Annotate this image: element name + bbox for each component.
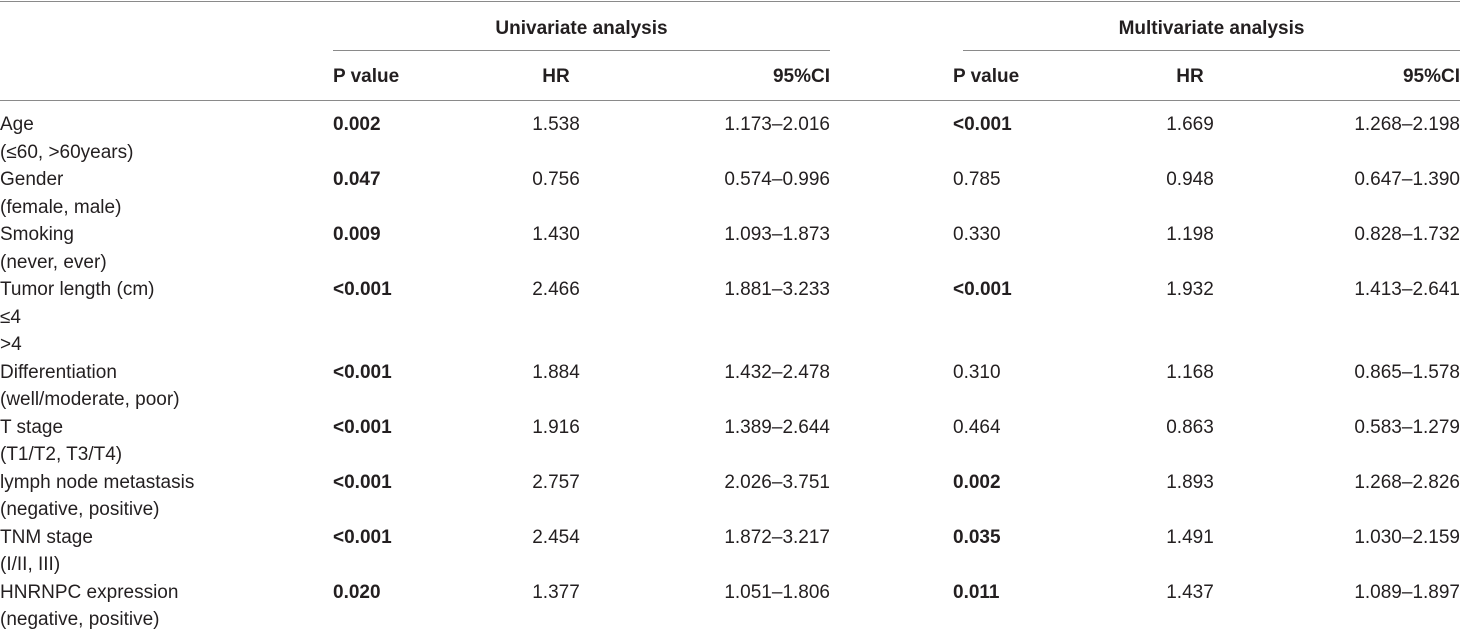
uni-hr-value: 2.466 xyxy=(532,279,580,300)
uni-p-value: 0.009 xyxy=(333,224,381,245)
uni-ci-value: 2.026–3.751 xyxy=(724,472,830,493)
multi-p-value: 0.011 xyxy=(953,582,1000,603)
univariate-rule xyxy=(333,50,830,51)
uni-ci-value: 1.051–1.806 xyxy=(724,582,830,603)
row-label: Gender xyxy=(0,169,64,190)
multi-p-value: 0.785 xyxy=(953,169,1001,190)
uni-p-value: <0.001 xyxy=(333,527,392,548)
multi-ci-value: 1.089–1.897 xyxy=(1354,582,1460,603)
uni-ci-value: 1.093–1.873 xyxy=(724,224,830,245)
row-sublabel: (never, ever) xyxy=(0,252,107,273)
uni-p-value: 0.020 xyxy=(333,582,381,603)
multi-p-value: 0.464 xyxy=(953,417,1001,438)
uni-hr-value: 1.884 xyxy=(532,362,580,383)
uni-ci-value: 1.389–2.644 xyxy=(724,417,830,438)
row-label: HNRNPC expression xyxy=(0,582,179,603)
uni-hr-value: 2.454 xyxy=(532,527,580,548)
multi-p-value: 0.035 xyxy=(953,527,1001,548)
col-uni-p: P value xyxy=(333,66,400,87)
multi-hr-value: 1.893 xyxy=(1166,472,1214,493)
row-sublabel: (I/II, III) xyxy=(0,554,61,575)
row-label: lymph node metastasis xyxy=(0,472,195,493)
multi-hr-value: 1.437 xyxy=(1166,582,1214,603)
row-label: Smoking xyxy=(0,224,74,245)
multi-hr-value: 0.863 xyxy=(1166,417,1214,438)
row-label: Tumor length (cm) xyxy=(0,279,155,300)
uni-p-value: <0.001 xyxy=(333,472,392,493)
header-rule xyxy=(0,100,1460,101)
multi-hr-value: 1.198 xyxy=(1166,224,1214,245)
multi-hr-value: 0.948 xyxy=(1166,169,1214,190)
uni-hr-value: 0.756 xyxy=(532,169,580,190)
uni-ci-value: 1.881–3.233 xyxy=(724,279,830,300)
row-sublabel: (negative, positive) xyxy=(0,609,160,630)
uni-ci-value: 0.574–0.996 xyxy=(724,169,830,190)
row-sublabel: (female, male) xyxy=(0,197,122,218)
univariate-header: Univariate analysis xyxy=(495,18,668,39)
row-label: T stage xyxy=(0,417,64,438)
top-rule xyxy=(0,1,1460,2)
multivariate-header: Multivariate analysis xyxy=(1118,18,1305,39)
row-sublabel: (T1/T2, T3/T4) xyxy=(0,444,123,465)
row-sublabel: >4 xyxy=(0,334,22,355)
multi-hr-value: 1.491 xyxy=(1166,527,1214,548)
multi-ci-value: 0.583–1.279 xyxy=(1354,417,1460,438)
col-multi-p: P value xyxy=(953,66,1020,87)
row-sublabel: ≤4 xyxy=(0,307,21,328)
multi-p-value: <0.001 xyxy=(953,114,1012,135)
row-sublabel: (well/moderate, poor) xyxy=(0,389,180,410)
multi-p-value: 0.002 xyxy=(953,472,1001,493)
col-uni-hr: HR xyxy=(542,66,570,87)
multi-ci-value: 0.828–1.732 xyxy=(1354,224,1460,245)
multi-ci-value: 0.647–1.390 xyxy=(1354,169,1460,190)
uni-p-value: <0.001 xyxy=(333,279,392,300)
uni-p-value: 0.047 xyxy=(333,169,381,190)
row-label: TNM stage xyxy=(0,527,93,548)
uni-p-value: 0.002 xyxy=(333,114,381,135)
multi-ci-value: 1.030–2.159 xyxy=(1354,527,1460,548)
uni-ci-value: 1.173–2.016 xyxy=(724,114,830,135)
uni-hr-value: 1.430 xyxy=(532,224,580,245)
uni-hr-value: 1.538 xyxy=(532,114,580,135)
col-multi-ci: 95%CI xyxy=(1402,66,1460,87)
multi-p-value: 0.310 xyxy=(953,362,1001,383)
multi-ci-value: 1.268–2.198 xyxy=(1354,114,1460,135)
multi-ci-value: 0.865–1.578 xyxy=(1354,362,1460,383)
multi-p-value: <0.001 xyxy=(953,279,1012,300)
col-multi-hr: HR xyxy=(1176,66,1204,87)
multivariate-rule xyxy=(963,50,1460,51)
multi-ci-value: 1.413–2.641 xyxy=(1354,279,1460,300)
row-label: Differentiation xyxy=(0,362,117,383)
col-uni-ci: 95%CI xyxy=(772,66,830,87)
uni-hr-value: 2.757 xyxy=(532,472,580,493)
multi-hr-value: 1.932 xyxy=(1166,279,1214,300)
uni-p-value: <0.001 xyxy=(333,417,392,438)
row-label: Age xyxy=(0,114,34,135)
row-sublabel: (negative, positive) xyxy=(0,499,160,520)
uni-ci-value: 1.432–2.478 xyxy=(724,362,830,383)
multi-p-value: 0.330 xyxy=(953,224,1001,245)
uni-ci-value: 1.872–3.217 xyxy=(724,527,830,548)
multi-hr-value: 1.168 xyxy=(1166,362,1214,383)
uni-p-value: <0.001 xyxy=(333,362,392,383)
row-sublabel: (≤60, >60years) xyxy=(0,142,134,163)
uni-hr-value: 1.916 xyxy=(532,417,580,438)
multi-ci-value: 1.268–2.826 xyxy=(1354,472,1460,493)
multi-hr-value: 1.669 xyxy=(1166,114,1214,135)
uni-hr-value: 1.377 xyxy=(532,582,580,603)
